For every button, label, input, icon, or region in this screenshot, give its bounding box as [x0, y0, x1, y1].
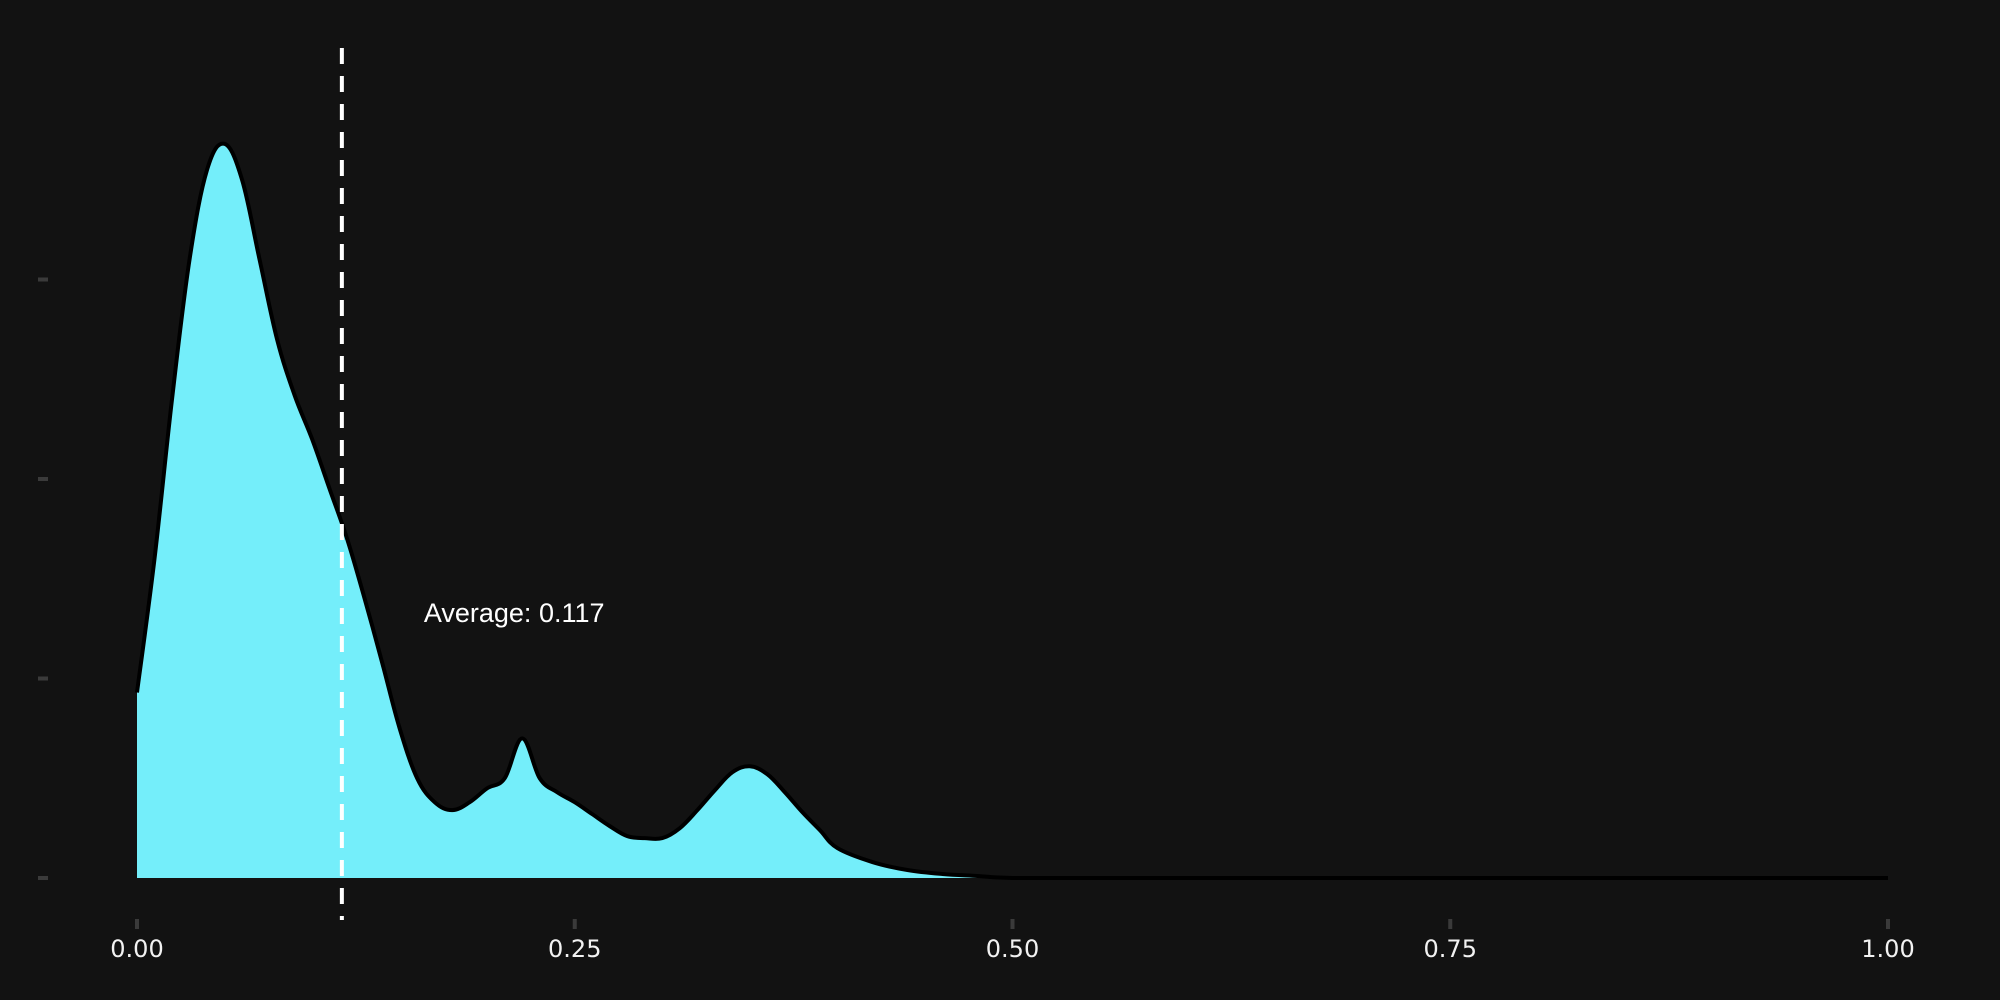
density-area — [137, 143, 1888, 878]
x-tick-label-3: 0.75 — [1424, 935, 1477, 963]
x-tick-label-0: 0.00 — [110, 935, 163, 963]
x-axis-ticks: 0.00 0.25 0.50 0.75 1.00 — [110, 919, 1915, 963]
x-tick-label-1: 0.25 — [548, 935, 601, 963]
x-tick-label-2: 0.50 — [986, 935, 1039, 963]
y-axis-ticks — [38, 277, 48, 880]
density-line — [135, 141, 1888, 881]
average-label: Average: 0.117 — [424, 598, 605, 628]
x-tick-label-4: 1.00 — [1861, 935, 1914, 963]
